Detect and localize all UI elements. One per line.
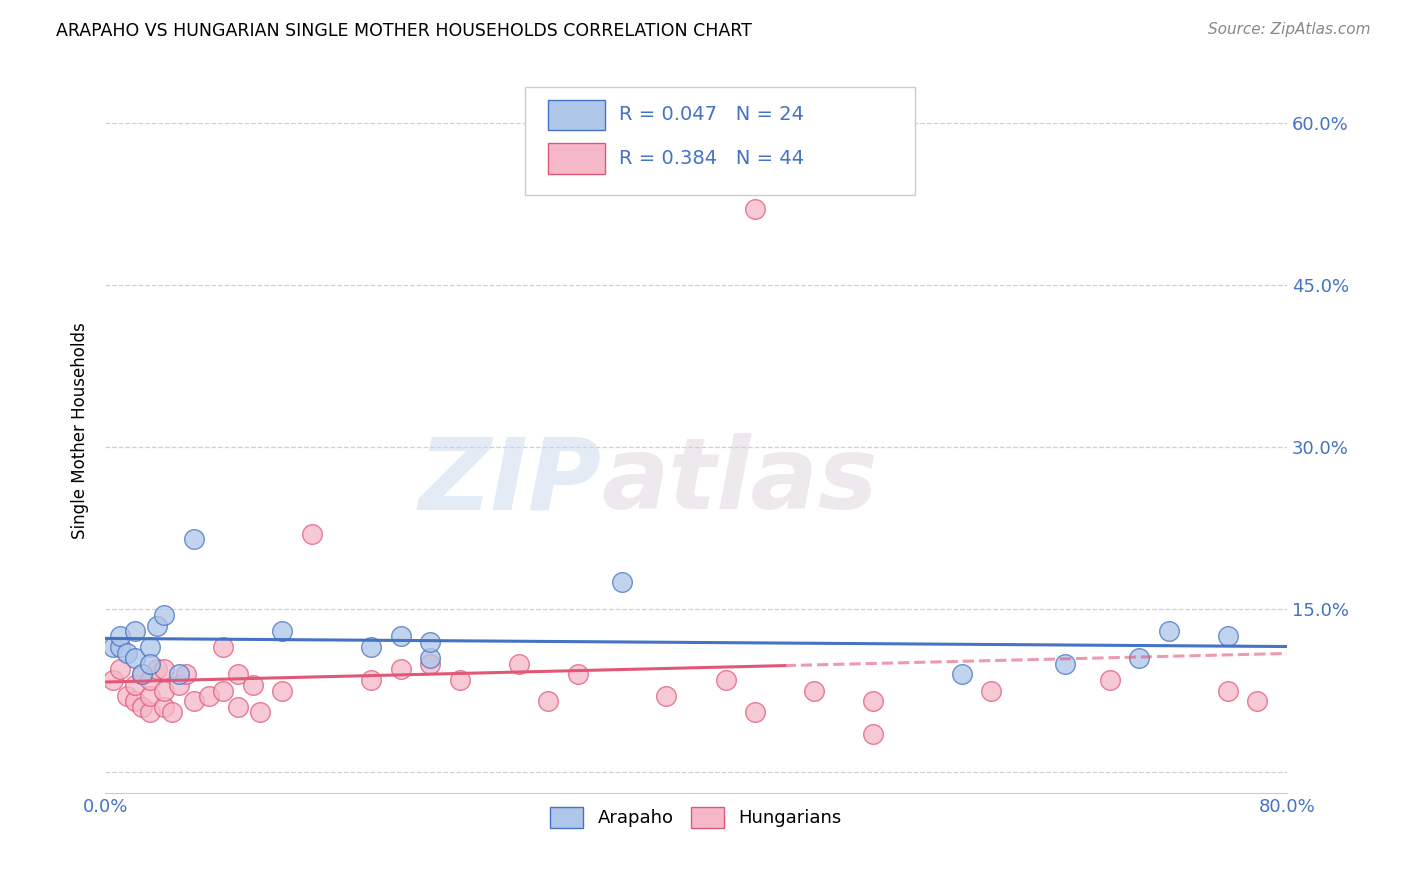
- Point: [176, 667, 198, 681]
- Text: ZIP: ZIP: [419, 434, 602, 530]
- Point: [301, 526, 323, 541]
- Point: [1246, 694, 1268, 708]
- Point: [108, 630, 131, 644]
- Point: [980, 683, 1002, 698]
- Point: [131, 699, 153, 714]
- Point: [153, 683, 176, 698]
- Point: [950, 667, 973, 681]
- Point: [1054, 657, 1077, 671]
- Point: [212, 683, 235, 698]
- Point: [449, 673, 471, 687]
- Point: [117, 646, 139, 660]
- Point: [124, 651, 146, 665]
- FancyBboxPatch shape: [524, 87, 915, 195]
- Point: [1098, 673, 1121, 687]
- Point: [862, 727, 884, 741]
- Text: ARAPAHO VS HUNGARIAN SINGLE MOTHER HOUSEHOLDS CORRELATION CHART: ARAPAHO VS HUNGARIAN SINGLE MOTHER HOUSE…: [56, 22, 752, 40]
- Point: [744, 705, 766, 719]
- Point: [212, 640, 235, 655]
- Text: atlas: atlas: [602, 434, 877, 530]
- Point: [138, 657, 160, 671]
- Point: [360, 640, 382, 655]
- Point: [862, 694, 884, 708]
- Point: [271, 624, 294, 638]
- Point: [389, 630, 412, 644]
- Point: [803, 683, 825, 698]
- Point: [167, 678, 190, 692]
- Point: [271, 683, 294, 698]
- Point: [153, 662, 176, 676]
- Point: [419, 635, 441, 649]
- Point: [153, 699, 176, 714]
- Point: [612, 575, 634, 590]
- Point: [389, 662, 412, 676]
- Point: [131, 667, 153, 681]
- Point: [124, 694, 146, 708]
- Point: [226, 667, 249, 681]
- Point: [1157, 624, 1180, 638]
- Point: [567, 667, 589, 681]
- Point: [146, 662, 169, 676]
- Point: [360, 673, 382, 687]
- Point: [183, 532, 205, 546]
- Point: [167, 667, 190, 681]
- Legend: Arapaho, Hungarians: Arapaho, Hungarians: [543, 800, 849, 835]
- FancyBboxPatch shape: [548, 144, 605, 174]
- Point: [138, 640, 160, 655]
- Point: [1216, 630, 1239, 644]
- Point: [1216, 683, 1239, 698]
- Text: R = 0.047   N = 24: R = 0.047 N = 24: [619, 105, 804, 124]
- Point: [537, 694, 560, 708]
- Point: [744, 202, 766, 216]
- Point: [101, 640, 124, 655]
- Text: R = 0.384   N = 44: R = 0.384 N = 44: [619, 149, 804, 168]
- Point: [117, 689, 139, 703]
- Point: [419, 651, 441, 665]
- Point: [160, 705, 183, 719]
- Text: Source: ZipAtlas.com: Source: ZipAtlas.com: [1208, 22, 1371, 37]
- Point: [153, 607, 176, 622]
- Point: [1128, 651, 1150, 665]
- Point: [249, 705, 271, 719]
- Point: [124, 624, 146, 638]
- Point: [101, 673, 124, 687]
- Point: [226, 699, 249, 714]
- Point: [242, 678, 264, 692]
- Point: [108, 640, 131, 655]
- Point: [183, 694, 205, 708]
- Point: [138, 673, 160, 687]
- Point: [197, 689, 219, 703]
- Point: [138, 689, 160, 703]
- Point: [108, 662, 131, 676]
- Point: [419, 657, 441, 671]
- Y-axis label: Single Mother Households: Single Mother Households: [72, 323, 89, 540]
- FancyBboxPatch shape: [548, 100, 605, 130]
- Point: [146, 618, 169, 632]
- Point: [508, 657, 530, 671]
- Point: [131, 667, 153, 681]
- Point: [124, 678, 146, 692]
- Point: [655, 689, 678, 703]
- Point: [138, 705, 160, 719]
- Point: [714, 673, 737, 687]
